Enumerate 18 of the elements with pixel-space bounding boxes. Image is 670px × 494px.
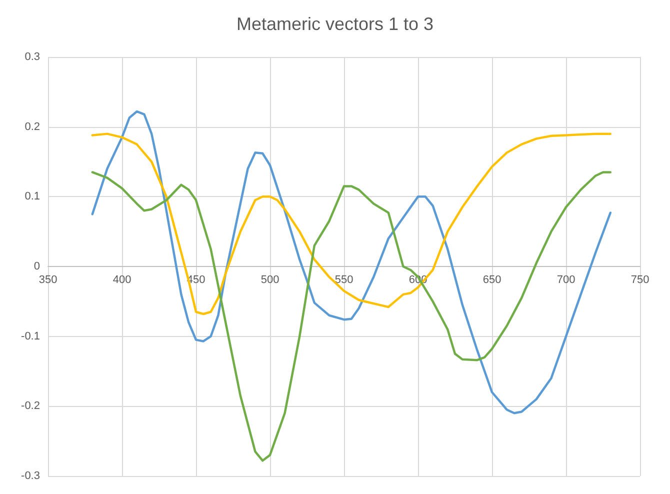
x-tick-label: 550 (334, 274, 354, 286)
y-tick-label: 0 (34, 260, 40, 272)
x-tick-label: 350 (38, 274, 58, 286)
line-series (91, 110, 612, 414)
x-tick-label: 750 (630, 274, 650, 286)
y-tick-label: 0.2 (24, 120, 40, 133)
y-tick-label: -0.3 (21, 470, 40, 482)
line-series (91, 132, 612, 316)
chart-title: Metameric vectors 1 to 3 (236, 14, 434, 34)
y-tick-label: -0.1 (21, 330, 40, 342)
y-tick-label: 0.3 (24, 51, 40, 63)
x-tick-label: 700 (556, 274, 576, 286)
x-tick-label: 500 (260, 274, 280, 286)
x-tick-label: 400 (112, 274, 132, 286)
line-series (91, 171, 612, 462)
x-tick-label: 650 (482, 274, 502, 286)
y-tick-label: 0.1 (24, 190, 40, 203)
y-tick-label: -0.2 (21, 400, 40, 412)
